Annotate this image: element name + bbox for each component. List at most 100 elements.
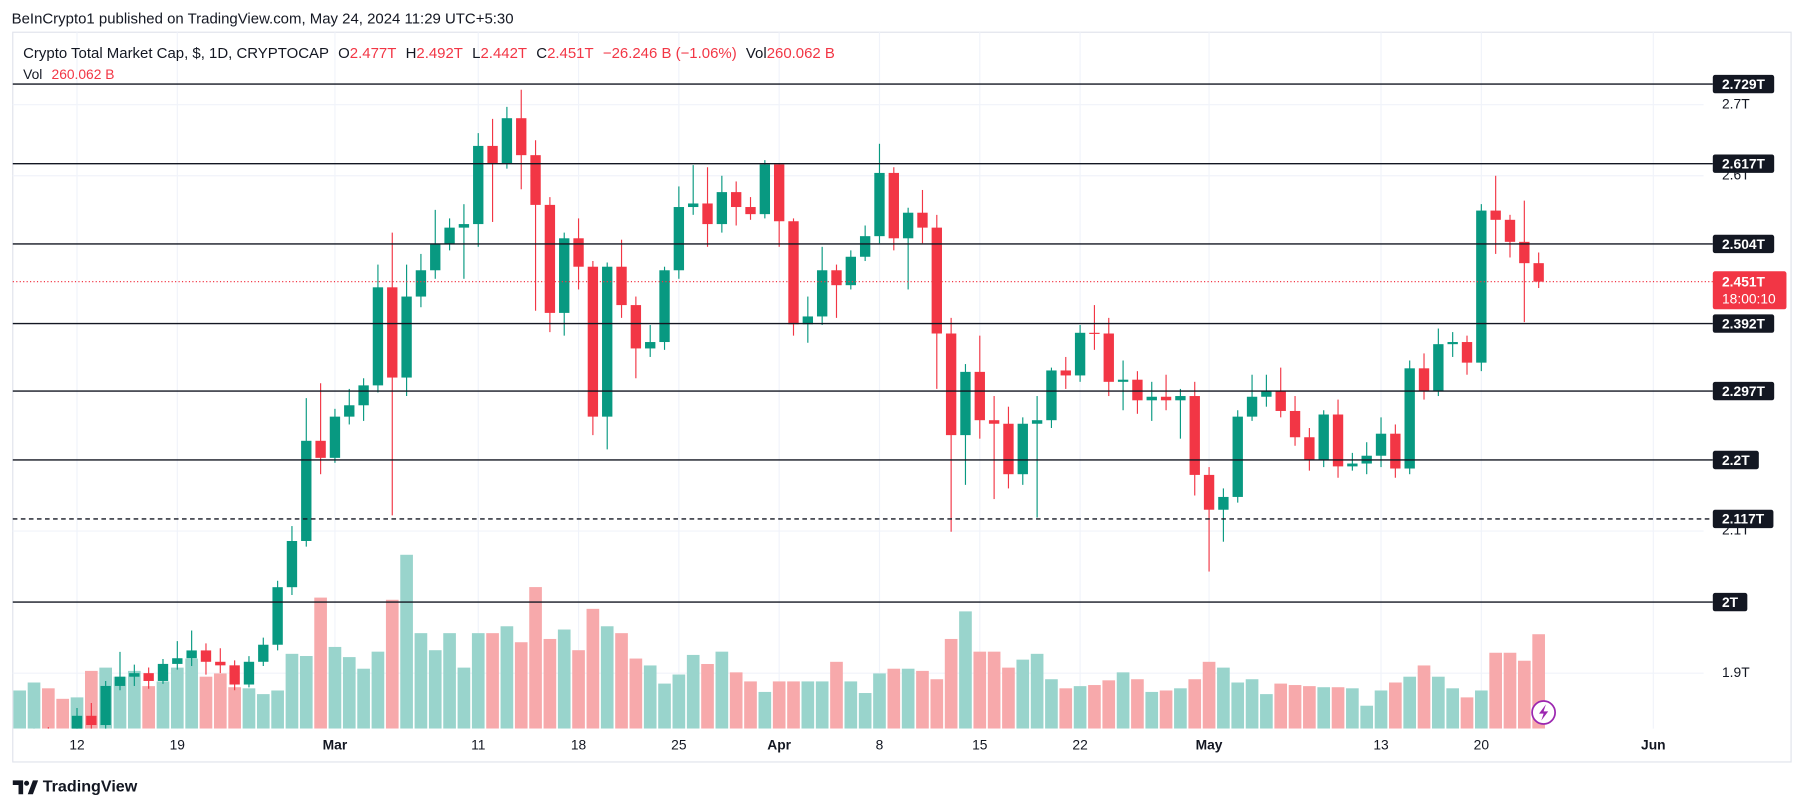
candle-body: [845, 256, 856, 286]
last-price-box: [1712, 271, 1787, 310]
volume-bar: [457, 667, 471, 729]
lightning-icon[interactable]: [1531, 700, 1556, 725]
level-label: 2.729T: [1722, 76, 1766, 92]
candle-body: [1132, 379, 1143, 401]
volume-bar: [916, 670, 929, 729]
candle-body: [1031, 420, 1043, 424]
candle-body: [745, 207, 756, 215]
volume-bar: [1303, 686, 1316, 729]
volume-bar: [127, 670, 141, 729]
candle-body: [616, 266, 627, 306]
volume-bar: [113, 676, 127, 729]
footer-brand[interactable]: TradingView: [43, 778, 138, 796]
candle-body: [1418, 368, 1430, 392]
candle-body: [673, 207, 685, 271]
legend-key: C: [536, 45, 547, 62]
level-label: 2.392T: [1722, 315, 1766, 331]
candle-body: [200, 650, 212, 662]
candle-body: [859, 236, 871, 257]
volume-bar: [1030, 653, 1044, 729]
volume-bar: [314, 597, 327, 729]
level-label-box: [1712, 450, 1759, 470]
volume-bar: [557, 629, 571, 729]
candle-body: [1476, 210, 1487, 363]
volume-bar: [830, 661, 843, 729]
candle-body: [602, 266, 613, 417]
volume-bar: [385, 599, 399, 729]
candle-body: [759, 164, 771, 215]
volume-bar: [715, 651, 729, 729]
candle-body: [773, 164, 785, 222]
volume-bar: [328, 646, 342, 729]
volume-bar: [1432, 676, 1445, 729]
volume-bar: [199, 676, 213, 729]
level-label: 2.2T: [1722, 452, 1750, 468]
legend-value: 2.451T: [547, 45, 594, 62]
volume-bar: [772, 681, 786, 729]
volume-key: Vol: [23, 65, 42, 81]
volume-bar: [629, 658, 643, 729]
x-tick-label: 11: [471, 736, 485, 752]
volume-bar: [1417, 665, 1431, 729]
candle-body: [888, 172, 899, 239]
candle-body: [1390, 433, 1401, 469]
candle-body: [1089, 332, 1100, 334]
volume-bar: [85, 670, 98, 729]
footer-logo[interactable]: TradingView: [12, 778, 138, 796]
candle-body: [1232, 416, 1243, 497]
level-label-box: [1712, 592, 1748, 612]
x-tick-label: 15: [972, 736, 988, 752]
legend-value: 2.477T: [350, 45, 397, 62]
volume-bar: [1045, 679, 1058, 729]
candle-body: [1504, 219, 1516, 242]
candle-body: [487, 145, 498, 164]
volume-legend: Vol 260.062 B: [23, 65, 114, 81]
candle-body: [1017, 423, 1028, 475]
x-tick-label: 22: [1072, 736, 1087, 752]
volume-bar: [1174, 688, 1187, 729]
volume-bar: [1016, 659, 1030, 729]
x-tick-label: 12: [69, 736, 84, 752]
volume-bar: [1002, 667, 1015, 729]
volume-bar: [758, 691, 772, 729]
y-tick-label: 2.7T: [1722, 95, 1750, 111]
candle-body: [458, 224, 470, 228]
volume-bar: [213, 673, 227, 729]
volume-bar: [1389, 682, 1402, 729]
candle-body: [272, 587, 283, 645]
candle-body: [1146, 396, 1157, 401]
volume-bar: [1088, 685, 1101, 729]
x-tick-label: Jun: [1641, 736, 1666, 752]
candle-body: [1003, 423, 1014, 475]
volume-bar: [858, 693, 872, 729]
candle-body: [945, 333, 957, 436]
candle-body: [1404, 368, 1415, 469]
candle-body: [1375, 433, 1387, 456]
volume-bar: [357, 668, 370, 729]
candle-body: [172, 658, 183, 664]
candle-body: [229, 665, 240, 685]
level-label: 2.117T: [1722, 511, 1765, 527]
volume-bar: [901, 668, 915, 729]
candle-body: [831, 270, 842, 286]
legend-value: 2.442T: [480, 45, 527, 62]
level-label: 2.504T: [1722, 236, 1766, 252]
level-label-box: [1712, 74, 1775, 94]
candle-body: [530, 155, 541, 205]
overlays: 12 19 Mar 11 18 25 Apr 8 15 22 May 13 20 Jun1.9T2.1T2…: [12, 74, 1787, 752]
candle-body: [501, 118, 513, 164]
volume-bar: [1260, 694, 1273, 729]
candle-body: [1490, 210, 1501, 220]
legend-value: 2.492T: [416, 45, 463, 62]
volume-bar: [500, 626, 514, 729]
volume-bar: [815, 681, 829, 729]
volume-bar: [1188, 679, 1202, 729]
candle-body: [1189, 396, 1200, 475]
candle-body: [114, 676, 126, 686]
candle-body: [1304, 437, 1315, 460]
volume-bar: [1159, 690, 1173, 729]
x-tick-label: 25: [671, 736, 687, 752]
volume-bar: [1116, 672, 1130, 729]
candle-body: [1519, 241, 1530, 264]
